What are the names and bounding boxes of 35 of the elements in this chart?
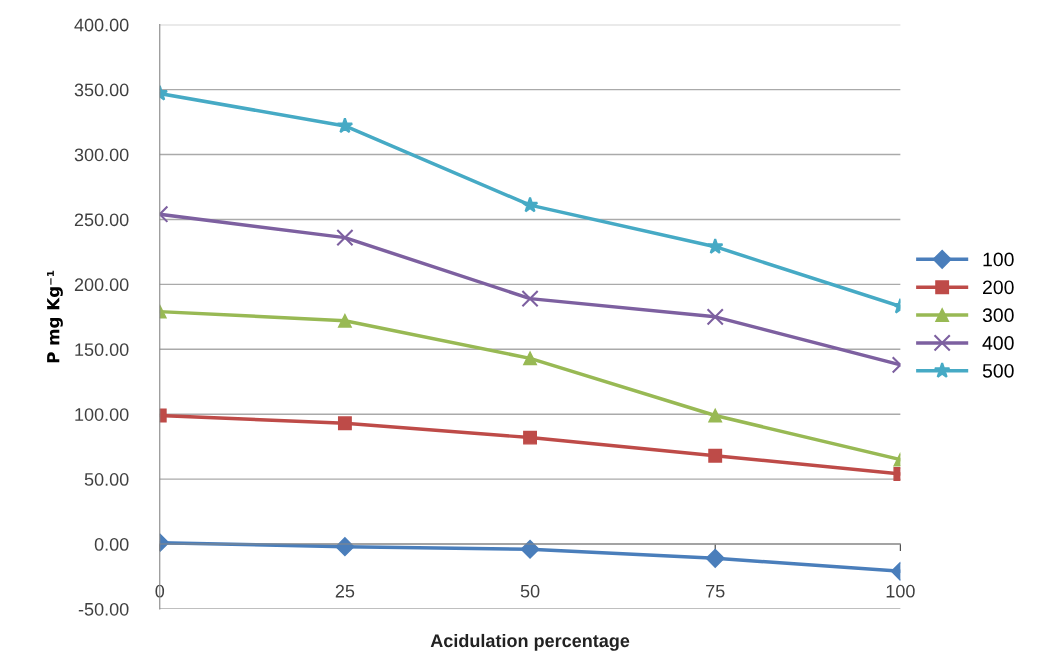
y-tick-label: 300.00 bbox=[74, 148, 129, 162]
point bbox=[336, 228, 354, 247]
point bbox=[706, 238, 724, 254]
x-tick-label: 50 bbox=[520, 584, 540, 598]
y-tick-label: 350.00 bbox=[74, 83, 129, 97]
y-tick-label: 50.00 bbox=[84, 473, 129, 486]
y-tick-label: -50.00 bbox=[78, 602, 129, 616]
point bbox=[708, 448, 723, 463]
point bbox=[523, 351, 538, 366]
x-axis-title: Acidulation percentage bbox=[430, 633, 630, 651]
point bbox=[705, 548, 725, 568]
y-tick-label: 0.00 bbox=[94, 537, 129, 551]
point bbox=[521, 196, 539, 213]
x-tick-label: 75 bbox=[706, 584, 725, 598]
legend-label: 200 bbox=[983, 280, 1014, 295]
y-tick-label: 100.00 bbox=[75, 408, 129, 421]
point bbox=[520, 539, 540, 559]
point bbox=[708, 408, 723, 423]
legend-label: 400 bbox=[982, 336, 1014, 350]
x-tick-label: 100 bbox=[886, 584, 915, 598]
y-tick-label: 250.00 bbox=[74, 213, 129, 227]
x-tick-label: 25 bbox=[335, 584, 355, 598]
point bbox=[335, 537, 355, 557]
point bbox=[706, 308, 724, 326]
x-tick-label: 0 bbox=[155, 584, 165, 598]
legend-label: 300 bbox=[982, 308, 1014, 323]
legend-label: 500 bbox=[982, 363, 1014, 378]
legend-label: 100 bbox=[983, 252, 1014, 267]
y-tick-label: 150.00 bbox=[75, 343, 129, 357]
point bbox=[336, 117, 354, 134]
point bbox=[521, 289, 539, 308]
y-tick-label: 200.00 bbox=[74, 278, 129, 292]
y-axis-title: P mg Kg⁻¹ bbox=[47, 270, 63, 363]
y-tick-label: 400.00 bbox=[74, 18, 129, 32]
point bbox=[523, 430, 538, 445]
